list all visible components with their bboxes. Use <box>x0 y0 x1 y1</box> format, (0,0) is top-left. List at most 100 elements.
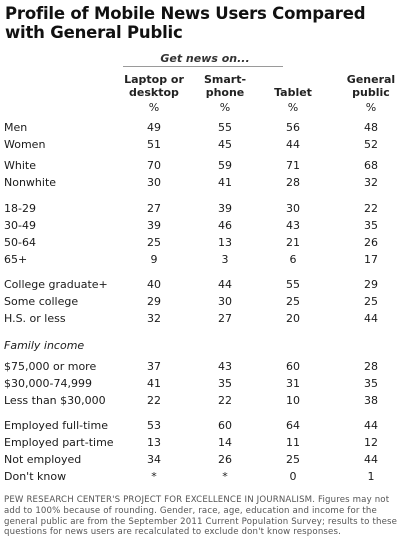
unit-general-public: % <box>365 101 377 114</box>
table-row: Men 49 55 56 48 <box>0 121 412 137</box>
row-label: Some college <box>4 295 79 308</box>
cell-tablet: 56 <box>286 121 300 134</box>
cell-smartphone: 60 <box>218 419 232 432</box>
cell-general-public: 22 <box>364 202 378 215</box>
table-row: 50-64 25 13 21 26 <box>0 236 412 252</box>
cell-laptop: 27 <box>147 202 161 215</box>
cell-laptop: 25 <box>147 236 161 249</box>
cell-general-public: 48 <box>364 121 378 134</box>
unit-laptop: % <box>148 101 160 114</box>
cell-laptop: 13 <box>147 436 161 449</box>
cell-tablet: 25 <box>286 453 300 466</box>
row-label: 50-64 <box>4 236 36 249</box>
cell-tablet: 25 <box>286 295 300 308</box>
cell-smartphone: 30 <box>218 295 232 308</box>
cell-laptop: 37 <box>147 360 161 373</box>
cell-tablet: 10 <box>286 394 300 407</box>
cell-smartphone: 35 <box>218 377 232 390</box>
cell-general-public: 44 <box>364 453 378 466</box>
cell-laptop: 29 <box>147 295 161 308</box>
cell-smartphone: 45 <box>218 138 232 151</box>
cell-smartphone: 44 <box>218 278 232 291</box>
row-label: Employed full-time <box>4 419 108 432</box>
table-row: College graduate+ 40 44 55 29 <box>0 278 412 294</box>
row-label: College graduate+ <box>4 278 108 291</box>
cell-tablet: 11 <box>286 436 300 449</box>
cell-smartphone: 13 <box>218 236 232 249</box>
row-label: Not employed <box>4 453 82 466</box>
row-label: Employed part-time <box>4 436 114 449</box>
table-row: Women 51 45 44 52 <box>0 138 412 154</box>
cell-general-public: 1 <box>367 470 375 483</box>
cell-laptop: 51 <box>147 138 161 151</box>
row-label: Don't know <box>4 470 67 483</box>
cell-general-public: 17 <box>364 253 378 266</box>
table-row: 30-49 39 46 43 35 <box>0 219 412 235</box>
table-row: H.S. or less 32 27 20 44 <box>0 312 412 328</box>
table-row: Employed part-time 13 14 11 12 <box>0 436 412 452</box>
row-label: 18-29 <box>4 202 36 215</box>
row-label: Women <box>4 138 46 151</box>
cell-laptop: 70 <box>147 159 161 172</box>
footnote: PEW RESEARCH CENTER'S PROJECT FOR EXCELL… <box>4 495 398 538</box>
row-label: H.S. or less <box>4 312 66 325</box>
cell-laptop: 41 <box>147 377 161 390</box>
cell-tablet: 71 <box>286 159 300 172</box>
table-row: Less than $30,000 22 22 10 38 <box>0 394 412 410</box>
table-row: Don't know * * 0 1 <box>0 470 412 486</box>
cell-tablet: 60 <box>286 360 300 373</box>
column-group-subtitle-text: Get news on... <box>160 52 250 65</box>
cell-laptop: 49 <box>147 121 161 134</box>
table-row: White 70 59 71 68 <box>0 159 412 175</box>
cell-smartphone: 26 <box>218 453 232 466</box>
cell-tablet: 43 <box>286 219 300 232</box>
cell-laptop: 22 <box>147 394 161 407</box>
row-label: Less than $30,000 <box>4 394 106 407</box>
table-row: Employed full-time 53 60 64 44 <box>0 419 412 435</box>
table-row: Nonwhite 30 41 28 32 <box>0 176 412 192</box>
table-row: Some college 29 30 25 25 <box>0 295 412 311</box>
row-label: $75,000 or more <box>4 360 97 373</box>
cell-laptop: 34 <box>147 453 161 466</box>
cell-tablet: 21 <box>286 236 300 249</box>
cell-general-public: 44 <box>364 312 378 325</box>
cell-general-public: 28 <box>364 360 378 373</box>
cell-laptop: 32 <box>147 312 161 325</box>
unit-tablet: % <box>287 101 299 114</box>
cell-smartphone: 55 <box>218 121 232 134</box>
cell-general-public: 12 <box>364 436 378 449</box>
cell-general-public: 26 <box>364 236 378 249</box>
unit-smartphone: % <box>219 101 231 114</box>
cell-tablet: 64 <box>286 419 300 432</box>
cell-laptop: 39 <box>147 219 161 232</box>
column-header-laptop: Laptop or desktop <box>124 73 184 99</box>
table-row: $75,000 or more 37 43 60 28 <box>0 360 412 376</box>
row-label: 65+ <box>4 253 28 266</box>
cell-general-public: 52 <box>364 138 378 151</box>
table-row: 18-29 27 39 30 22 <box>0 202 412 218</box>
cell-general-public: 44 <box>364 419 378 432</box>
cell-smartphone: 46 <box>218 219 232 232</box>
cell-general-public: 32 <box>364 176 378 189</box>
cell-laptop: 53 <box>147 419 161 432</box>
row-label: 30-49 <box>4 219 36 232</box>
table-row: $30,000-74,999 41 35 31 35 <box>0 377 412 393</box>
cell-smartphone: 41 <box>218 176 232 189</box>
cell-general-public: 25 <box>364 295 378 308</box>
cell-tablet: 28 <box>286 176 300 189</box>
cell-laptop: * <box>151 470 157 483</box>
column-header-tablet: Tablet <box>274 86 312 99</box>
cell-laptop: 40 <box>147 278 161 291</box>
cell-general-public: 29 <box>364 278 378 291</box>
cell-laptop: 30 <box>147 176 161 189</box>
chart-title: Profile of Mobile News Users Compared wi… <box>5 4 366 42</box>
cell-tablet: 44 <box>286 138 300 151</box>
cell-tablet: 31 <box>286 377 300 390</box>
column-header-general-public: General public <box>346 73 396 99</box>
cell-general-public: 35 <box>364 219 378 232</box>
cell-general-public: 35 <box>364 377 378 390</box>
table-row: Not employed 34 26 25 44 <box>0 453 412 469</box>
cell-tablet: 55 <box>286 278 300 291</box>
cell-smartphone: 27 <box>218 312 232 325</box>
cell-general-public: 38 <box>364 394 378 407</box>
